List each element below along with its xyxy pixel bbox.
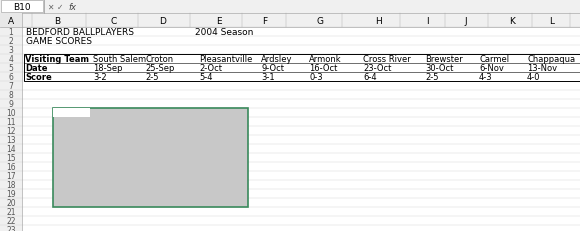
Bar — [0, 28, 22, 231]
Text: 6-4: 6-4 — [363, 73, 376, 82]
Text: J: J — [465, 16, 467, 25]
Text: Score: Score — [25, 73, 52, 82]
Text: G: G — [317, 16, 324, 25]
Text: 16-Oct: 16-Oct — [309, 64, 338, 73]
Text: 18-Sep: 18-Sep — [93, 64, 122, 73]
Text: Chappaqua: Chappaqua — [527, 55, 575, 64]
Text: L: L — [549, 16, 554, 25]
Text: 23-Oct: 23-Oct — [363, 64, 392, 73]
Text: 2-5: 2-5 — [145, 73, 158, 82]
Text: 11: 11 — [6, 118, 16, 126]
Text: Carmel: Carmel — [479, 55, 509, 64]
Text: 10: 10 — [6, 109, 16, 118]
Text: 3: 3 — [9, 46, 13, 55]
Text: 2-5: 2-5 — [425, 73, 438, 82]
Bar — [53, 109, 248, 207]
Text: B10: B10 — [13, 3, 31, 12]
Text: I: I — [426, 16, 428, 25]
Text: 6-Nov: 6-Nov — [479, 64, 504, 73]
Text: 21: 21 — [6, 207, 16, 216]
Text: GAME SCORES: GAME SCORES — [26, 37, 92, 46]
Text: 17: 17 — [6, 171, 16, 180]
Text: K: K — [509, 16, 515, 25]
Text: 15: 15 — [6, 153, 16, 162]
Text: 20: 20 — [6, 198, 16, 207]
Text: 3-2: 3-2 — [93, 73, 107, 82]
Text: Date: Date — [25, 64, 48, 73]
Text: 8: 8 — [9, 91, 13, 100]
Text: 4-3: 4-3 — [479, 73, 492, 82]
Text: Brewster: Brewster — [425, 55, 463, 64]
Text: 2004 Season: 2004 Season — [195, 28, 253, 37]
Text: 5-4: 5-4 — [199, 73, 212, 82]
Text: 9: 9 — [9, 100, 13, 109]
Text: 14: 14 — [6, 144, 16, 153]
Text: 30-Oct: 30-Oct — [425, 64, 454, 73]
Bar — [24, 55, 580, 82]
Bar — [53, 109, 90, 118]
Text: 22: 22 — [6, 216, 16, 225]
Text: F: F — [262, 16, 267, 25]
Text: Cross River: Cross River — [363, 55, 411, 64]
Text: 2: 2 — [9, 37, 13, 46]
Text: BEDFORD BALLPLAYERS: BEDFORD BALLPLAYERS — [26, 28, 134, 37]
Text: 2-Oct: 2-Oct — [199, 64, 222, 73]
Bar — [1, 1, 43, 13]
Text: 23: 23 — [6, 225, 16, 231]
Text: 16: 16 — [6, 162, 16, 171]
Text: 25-Sep: 25-Sep — [145, 64, 175, 73]
Text: Ardsley: Ardsley — [261, 55, 292, 64]
Text: D: D — [160, 16, 166, 25]
Text: 6: 6 — [9, 73, 13, 82]
Text: 9-Oct: 9-Oct — [261, 64, 284, 73]
Text: H: H — [375, 16, 382, 25]
Text: 7: 7 — [9, 82, 13, 91]
Bar — [0, 14, 580, 28]
Text: 1: 1 — [9, 28, 13, 37]
Text: A: A — [8, 16, 14, 25]
Text: 12: 12 — [6, 126, 16, 135]
Bar — [0, 0, 580, 14]
Text: South Salem: South Salem — [93, 55, 146, 64]
Text: 18: 18 — [6, 180, 16, 189]
Text: Armonk: Armonk — [309, 55, 342, 64]
Text: B: B — [54, 16, 60, 25]
Text: 3-1: 3-1 — [261, 73, 274, 82]
Text: E: E — [216, 16, 222, 25]
Bar — [0, 14, 22, 28]
Text: 19: 19 — [6, 189, 16, 198]
Text: 0-3: 0-3 — [309, 73, 322, 82]
Text: C: C — [111, 16, 117, 25]
Text: Visiting Team: Visiting Team — [25, 55, 89, 64]
Text: ✓: ✓ — [57, 3, 63, 12]
Text: 4-0: 4-0 — [527, 73, 541, 82]
Text: 13-Nov: 13-Nov — [527, 64, 557, 73]
Text: Croton: Croton — [145, 55, 173, 64]
Text: Pleasantville: Pleasantville — [199, 55, 252, 64]
Text: 4: 4 — [9, 55, 13, 64]
Text: ✕: ✕ — [47, 3, 53, 12]
Text: 13: 13 — [6, 135, 16, 144]
Text: 5: 5 — [9, 64, 13, 73]
Text: fx: fx — [68, 3, 76, 12]
